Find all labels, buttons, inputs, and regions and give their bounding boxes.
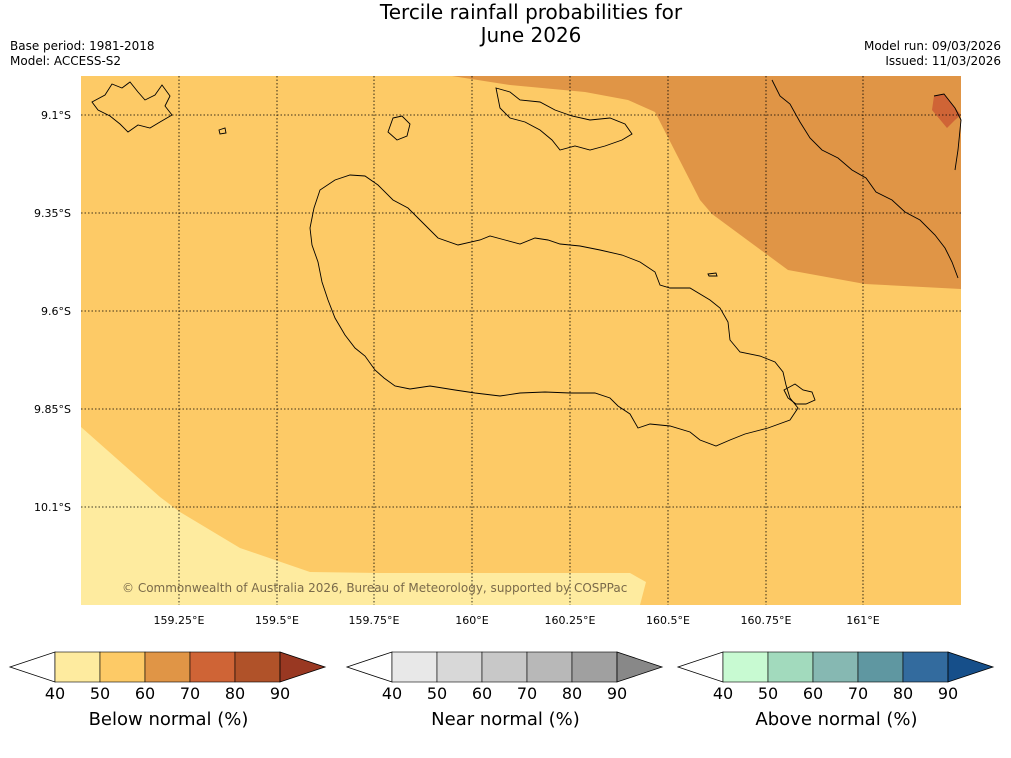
colorbar-tick-label: 50 — [757, 684, 779, 703]
colorbar-segment — [54, 651, 101, 683]
colorbar-0 — [8, 651, 327, 683]
colorbar-segment — [812, 651, 859, 683]
colorbar-tick-label: 80 — [224, 684, 246, 703]
map-title-line2: June 2026 — [480, 23, 582, 47]
colorbar-tick-label: 40 — [712, 684, 734, 703]
coastlines — [91, 79, 962, 447]
lon-tick-label: 159.5°E — [255, 614, 299, 627]
colorbar-tick-label: 60 — [134, 684, 156, 703]
lat-tick-label: 9.1°S — [41, 109, 71, 122]
colorbar-segment — [436, 651, 483, 683]
copyright-notice: © Commonwealth of Australia 2026, Bureau… — [122, 581, 627, 595]
colorbar-tick-label: 40 — [44, 684, 66, 703]
lat-tick-label: 9.85°S — [34, 403, 71, 416]
map-title-line1: Tercile rainfall probabilities for — [379, 0, 683, 24]
colorbar-segment — [481, 651, 528, 683]
gridlines — [81, 76, 961, 605]
coastline-malaita — [771, 79, 959, 279]
zone-below-40-50 — [81, 427, 646, 605]
colorbar-segment — [526, 651, 573, 683]
colorbar-segment — [857, 651, 904, 683]
colorbar-label: Above normal (%) — [755, 709, 918, 730]
colorbar-low-extend — [676, 651, 724, 683]
colorbar-low-extend — [345, 651, 393, 683]
lon-tick-label: 160.75°E — [741, 614, 792, 627]
lon-tick-label: 159.25°E — [154, 614, 205, 627]
map-plot-area: © Commonwealth of Australia 2026, Bureau… — [81, 76, 962, 605]
lon-tick-label: 160.25°E — [545, 614, 596, 627]
coastline-malaita-ne — [933, 93, 962, 171]
meta-left: Base period: 1981-2018 Model: ACCESS-S2 — [10, 39, 155, 69]
colorbar-segment — [144, 651, 191, 683]
lat-tick-label: 9.35°S — [34, 207, 71, 220]
colorbar-tick-label: 60 — [802, 684, 824, 703]
colorbar-tick-label: 50 — [89, 684, 111, 703]
colorbar-segment — [902, 651, 949, 683]
lon-tick-label: 160.5°E — [646, 614, 690, 627]
colorbar-tick-label: 60 — [471, 684, 493, 703]
lon-tick-label: 160°E — [455, 614, 488, 627]
colorbar-1 — [345, 651, 664, 683]
colorbar-label: Below normal (%) — [88, 709, 249, 730]
zone-below-70-80 — [932, 94, 961, 128]
colorbar-tick-label: 70 — [516, 684, 538, 703]
colorbar-tick-label: 90 — [606, 684, 628, 703]
colorbar-high-extend — [279, 651, 327, 683]
colorbar-tick-label: 80 — [892, 684, 914, 703]
colorbar-tick-label: 40 — [381, 684, 403, 703]
coastline-guadalcanal — [309, 174, 799, 447]
coastline-savo — [387, 115, 411, 141]
colorbar-tick-label: 70 — [847, 684, 869, 703]
meta-right: Model run: 09/03/2026 Issued: 11/03/2026 — [864, 39, 1001, 69]
lat-tick-label: 9.6°S — [41, 305, 71, 318]
lon-tick-label: 159.75°E — [349, 614, 400, 627]
coastline-russell — [91, 81, 173, 133]
lat-tick-label: 10.1°S — [34, 501, 71, 514]
colorbar-tick-label: 90 — [937, 684, 959, 703]
lon-tick-labels: 159.25°E 159.5°E 159.75°E 160°E 160.25°E 160.… — [154, 614, 880, 627]
colorbar-2 — [676, 651, 995, 683]
colorbar-label: Near normal (%) — [431, 709, 580, 730]
colorbar-segment — [189, 651, 236, 683]
model-name: Model: ACCESS-S2 — [10, 54, 122, 68]
coastline-east-islet-2 — [707, 272, 718, 277]
colorbar-segment — [767, 651, 814, 683]
colorbar-segment — [571, 651, 618, 683]
lon-tick-label: 161°E — [846, 614, 879, 627]
colorbar-high-extend — [616, 651, 664, 683]
base-period: Base period: 1981-2018 — [10, 39, 155, 53]
colorbar-tick-label: 90 — [269, 684, 291, 703]
lat-tick-labels: 9.1°S 9.35°S 9.6°S 9.85°S 10.1°S — [34, 109, 71, 514]
colorbar-tick-label: 50 — [426, 684, 448, 703]
coastline-ngella — [495, 87, 633, 151]
coastline-east-islet-1 — [783, 383, 816, 405]
legend-colorbars — [8, 651, 995, 683]
colorbar-high-extend — [947, 651, 995, 683]
coastline-russell-islet — [218, 127, 227, 135]
colorbar-tick-label: 70 — [179, 684, 201, 703]
zone-below-60-70 — [452, 76, 961, 289]
model-run: Model run: 09/03/2026 — [863, 39, 1001, 53]
colorbar-segment — [99, 651, 146, 683]
colorbar-tick-label: 80 — [561, 684, 583, 703]
colorbar-segment — [391, 651, 438, 683]
colorbar-low-extend — [8, 651, 56, 683]
colorbar-segment — [234, 651, 281, 683]
colorbar-segment — [722, 651, 769, 683]
issued-date: Issued: 11/03/2026 — [885, 54, 1001, 68]
